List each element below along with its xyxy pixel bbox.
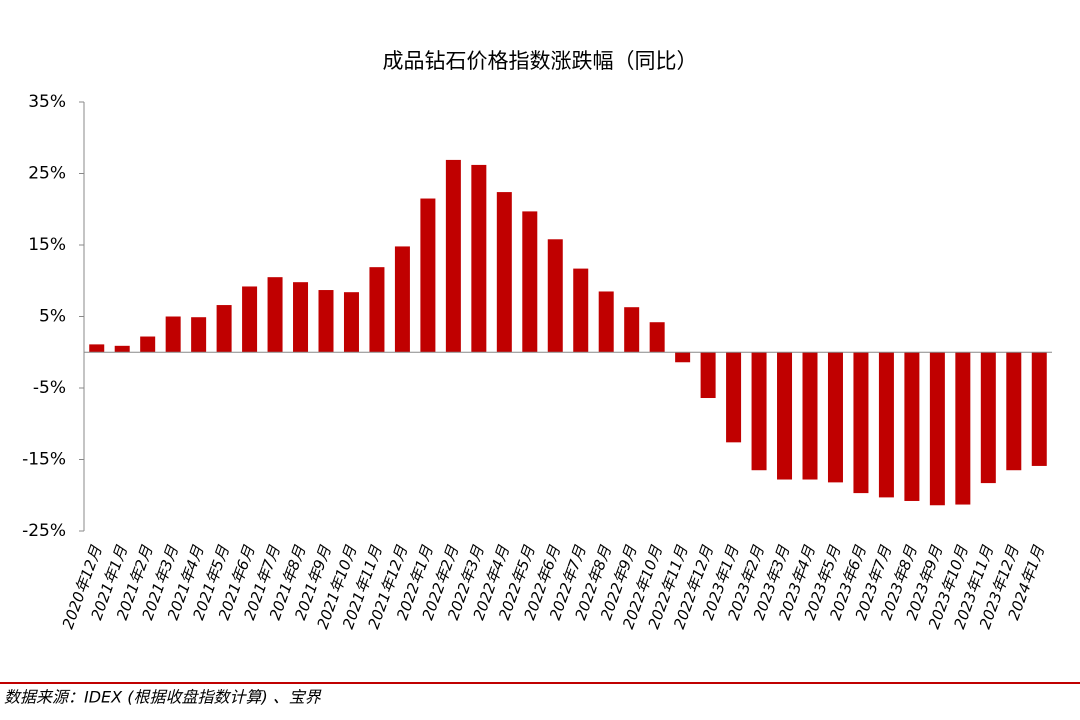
bar (267, 277, 283, 353)
bar (140, 336, 156, 353)
y-tick-label: 25% (28, 164, 66, 184)
bar (343, 292, 359, 353)
bar (624, 307, 640, 353)
chart-title: 成品钻石价格指数涨跌幅（同比） (383, 49, 698, 73)
bar (700, 352, 716, 399)
bar (827, 352, 843, 483)
bar (89, 344, 105, 353)
bar (318, 290, 334, 353)
bar (598, 291, 614, 353)
bar (573, 268, 589, 353)
bar (496, 192, 512, 353)
bar (904, 352, 920, 501)
bar (420, 198, 436, 353)
bar (726, 352, 742, 443)
bar (929, 352, 945, 506)
bar (1006, 352, 1022, 471)
y-tick-label: -15% (22, 450, 66, 470)
bar (878, 352, 894, 498)
source-note: 数据来源：IDEX (根据收盘指数计算) 、宝界 (4, 688, 322, 707)
bar (802, 352, 818, 480)
bar (547, 239, 563, 353)
bar (369, 267, 385, 353)
bar (394, 246, 410, 353)
bar (675, 352, 691, 363)
bar (293, 282, 309, 353)
bar (955, 352, 971, 505)
bar (165, 316, 181, 353)
y-tick-label: 35% (28, 92, 66, 112)
bar (114, 345, 130, 353)
y-tick-label: -25% (22, 521, 66, 541)
bar (751, 352, 767, 471)
bar (445, 159, 461, 353)
bar (853, 352, 869, 494)
bar (777, 352, 793, 480)
bar (980, 352, 996, 484)
bar (216, 305, 232, 353)
y-tick-label: 15% (28, 235, 66, 255)
y-tick-label: 5% (39, 307, 66, 327)
bar (191, 317, 207, 353)
bar (522, 211, 538, 353)
bar (242, 286, 258, 353)
bar (471, 164, 487, 353)
bar (1031, 352, 1047, 466)
bar (649, 322, 665, 353)
y-tick-label: -5% (33, 378, 66, 398)
